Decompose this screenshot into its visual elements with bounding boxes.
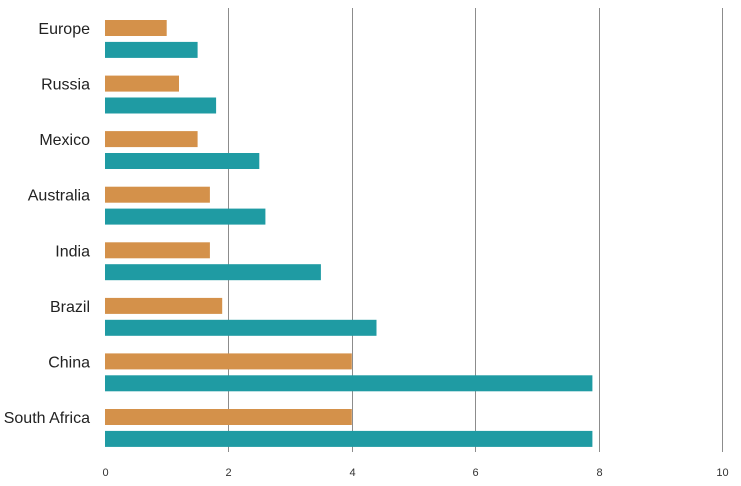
category-label: Australia xyxy=(28,188,90,205)
x-tick-label: 0 xyxy=(102,467,108,479)
x-tick-label: 4 xyxy=(349,467,355,479)
category-label: Europe xyxy=(38,21,90,38)
x-tick-label: 2 xyxy=(225,467,231,479)
bar-india-series-1 xyxy=(105,242,210,259)
category-label: Brazil xyxy=(50,299,90,316)
bar-russia-series-2 xyxy=(105,97,217,114)
x-tick-label: 6 xyxy=(472,467,478,479)
bar-europe-series-1 xyxy=(105,20,167,36)
category-label: South Africa xyxy=(4,410,90,427)
bar-mexico-series-1 xyxy=(105,131,198,148)
category-label: Mexico xyxy=(39,132,90,149)
bar-australia-series-1 xyxy=(105,186,210,203)
bar-brazil-series-1 xyxy=(105,297,223,314)
bar-south-africa-series-1 xyxy=(105,409,352,425)
bar-russia-series-1 xyxy=(105,75,179,92)
category-labels: Europe Russia Mexico Australia India Brazil Ch… xyxy=(4,21,90,427)
bar-india-series-2 xyxy=(105,264,321,281)
bars xyxy=(105,20,593,447)
x-tick-label: 8 xyxy=(596,467,602,479)
category-label: China xyxy=(48,354,90,371)
x-axis-ticks: 0 2 4 6 8 10 xyxy=(102,467,728,479)
bar-mexico-series-2 xyxy=(105,153,260,169)
bar-australia-series-2 xyxy=(105,208,266,225)
bar-china-series-2 xyxy=(105,375,593,392)
category-label: India xyxy=(55,243,90,260)
bar-south-africa-series-2 xyxy=(105,430,593,447)
x-tick-label: 10 xyxy=(716,467,728,479)
bar-brazil-series-2 xyxy=(105,319,377,336)
category-label: Russia xyxy=(41,77,90,94)
bar-europe-series-2 xyxy=(105,41,198,58)
bar-china-series-1 xyxy=(105,353,352,370)
